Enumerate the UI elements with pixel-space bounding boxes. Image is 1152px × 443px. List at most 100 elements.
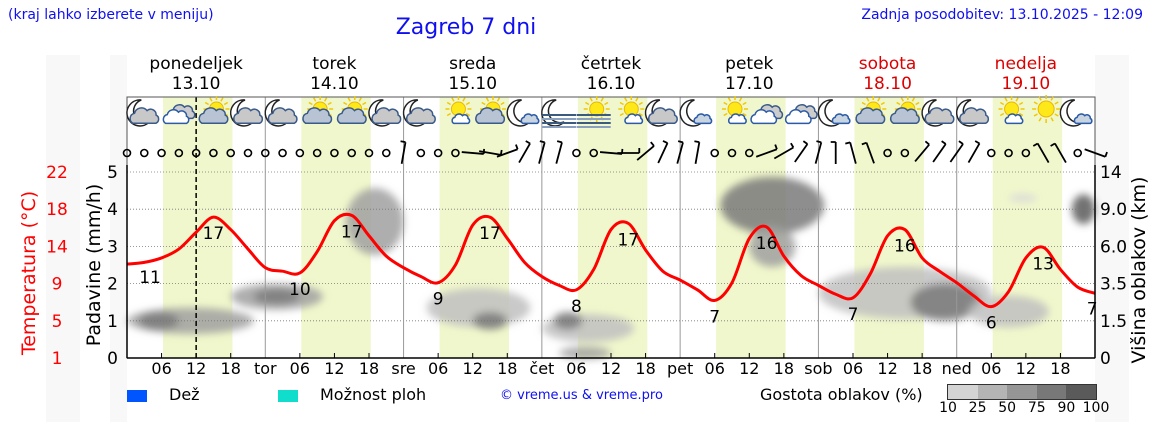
wind-barb-icon: [1050, 142, 1067, 163]
day-short-tick: ned: [942, 359, 972, 378]
sun-ray: [911, 97, 916, 102]
wind-barb-icon: [518, 140, 531, 163]
wind-barb-icon: [845, 141, 857, 164]
sun-ray: [358, 97, 362, 102]
cloud-patch: [1071, 194, 1095, 225]
sun-ray: [446, 101, 452, 106]
cloud-height-axis-label: Višina oblakov (km): [1128, 177, 1150, 364]
temperature-value-label: 17: [617, 230, 639, 250]
sun-ray: [585, 101, 590, 106]
wind-barb-icon: [657, 140, 669, 164]
sun-ray: [308, 101, 313, 106]
temp-axis-tick: 9: [52, 275, 63, 295]
sun-ray: [727, 97, 732, 102]
rain-axis-tick: 5: [107, 163, 118, 183]
copyright-link[interactable]: © vreme.us & vreme.pro: [500, 388, 663, 403]
wind-calm-icon: [226, 148, 236, 158]
wind-calm-icon: [209, 148, 218, 158]
day-short-tick: čet: [529, 359, 554, 378]
sun-ray: [1015, 97, 1019, 102]
temperature-value-label: 9: [433, 290, 444, 310]
cloud-height-tick: 3.5: [1100, 275, 1127, 295]
sun-ray: [223, 101, 229, 106]
sun-icon: [589, 101, 605, 117]
wind-calm-icon: [157, 148, 166, 158]
wind-calm-icon: [900, 148, 910, 158]
storm-legend-swatch: [278, 390, 298, 402]
small-cloud-icon: [1004, 113, 1024, 125]
sun-ray: [638, 112, 643, 117]
sun-ray: [209, 97, 213, 102]
hour-tick-label: 12: [463, 359, 483, 378]
hour-tick-label: 06: [428, 359, 448, 378]
wind-barb-icon: [830, 141, 837, 164]
small-cloud-icon: [624, 113, 644, 125]
cloud-density-swatch: [948, 385, 978, 399]
wind-calm-icon: [122, 148, 132, 158]
temp-axis-tick: 1: [52, 349, 63, 369]
wind-calm-icon: [727, 148, 737, 158]
cloud-icon: [267, 107, 298, 124]
sun-ray: [915, 101, 920, 106]
wind-barb-icon: [555, 140, 563, 164]
sun-ray: [624, 97, 628, 102]
wind-barb-icon: [496, 144, 519, 158]
sun-ray: [1018, 101, 1024, 106]
day-short-tick: pet: [667, 359, 693, 378]
rain-axis-tick: 4: [107, 200, 118, 220]
wind-barb-icon: [1032, 142, 1050, 163]
sun-ray: [635, 97, 639, 102]
cloud-density-swatch: [1066, 385, 1096, 399]
wind-barb-icon: [814, 140, 823, 164]
sun-ray: [619, 101, 624, 106]
sun-ray: [1033, 101, 1038, 105]
temperature-value-label: 10: [289, 280, 311, 300]
sun-ray: [900, 97, 905, 102]
cloud-patch: [1008, 194, 1038, 203]
wind-barb-icon: [617, 148, 641, 154]
wind-barb-icon: [755, 144, 778, 158]
hour-tick-label: 06: [290, 359, 310, 378]
cloud-density-scale: [947, 384, 1097, 400]
cloud-patch: [553, 312, 583, 330]
day-name: torek: [312, 54, 356, 74]
hour-tick-label: 06: [566, 359, 586, 378]
page-title: Zagreb 7 dni: [395, 15, 537, 40]
wind-calm-icon: [347, 148, 357, 158]
temperature-value-label: 6: [986, 314, 997, 334]
hour-tick-label: 06: [843, 359, 863, 378]
cloud-density-swatch: [1007, 385, 1037, 399]
location-hint[interactable]: (kraj lahko izberete v meniju): [8, 7, 214, 23]
day-name: sreda: [449, 54, 496, 74]
sun-ray: [220, 97, 224, 102]
sun-ray: [1018, 112, 1024, 117]
wind-calm-icon: [986, 148, 996, 158]
cloud-patch: [138, 312, 179, 330]
wind-calm-icon: [191, 148, 201, 158]
wind-calm-icon: [243, 148, 253, 158]
sun-ray: [446, 112, 452, 117]
sun-ray: [323, 97, 328, 102]
wind-barb-icon: [932, 140, 947, 163]
sun-ray: [861, 101, 866, 106]
temperature-value-label: 17: [479, 224, 501, 244]
temperature-value-label: 16: [894, 237, 916, 257]
sun-ray: [600, 97, 604, 102]
sun-ray: [347, 97, 351, 102]
wind-barb-icon: [538, 140, 546, 164]
cloud-icon: [475, 107, 506, 124]
wind-barb-icon: [479, 149, 503, 156]
cloud-icon: [162, 109, 190, 125]
sun-ray: [723, 112, 728, 117]
small-cloud-icon: [693, 113, 713, 125]
temperature-value-label: 13: [1032, 254, 1054, 274]
cloud-height-tick: 1.5: [1100, 312, 1127, 332]
sun-ray: [465, 112, 471, 117]
cloud-icon: [959, 107, 990, 124]
sun-ray: [723, 101, 728, 106]
sun-ray: [327, 101, 332, 106]
hour-tick-label: 18: [359, 359, 379, 378]
wind-calm-icon: [883, 148, 892, 158]
rain-axis-tick: 1: [107, 312, 118, 332]
wind-barb-icon: [949, 140, 964, 163]
